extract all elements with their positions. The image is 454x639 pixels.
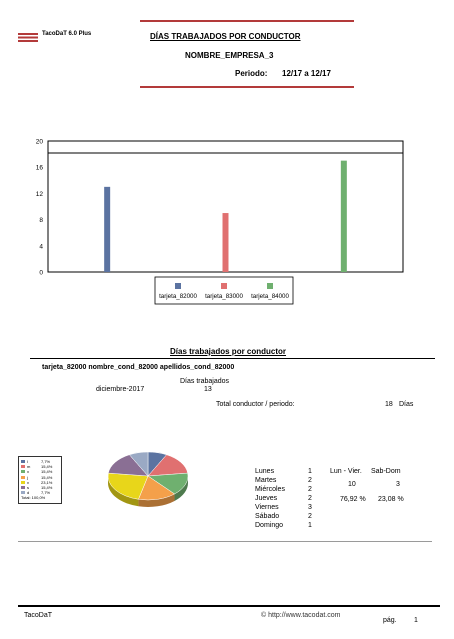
pie-legend-day: v bbox=[27, 479, 29, 485]
legend-swatch bbox=[267, 283, 273, 289]
weekday-name: Viernes bbox=[255, 504, 279, 511]
app-name: TacoDaT 6.0 Plus bbox=[42, 31, 92, 37]
page-label: pág. bbox=[383, 617, 397, 624]
header-rule-top bbox=[140, 20, 354, 22]
pie-legend-day: s bbox=[27, 484, 29, 490]
pie-legend-row: s 15,4% bbox=[21, 485, 59, 490]
bar-tarjeta_82000 bbox=[104, 186, 111, 272]
y-tick-label: 0 bbox=[39, 270, 43, 277]
section-title: Días trabajados por conductor bbox=[170, 347, 287, 356]
legend-swatch bbox=[175, 283, 181, 289]
pie-slice bbox=[107, 472, 149, 500]
y-tick-label: 20 bbox=[36, 139, 44, 146]
weekday-count: 2 bbox=[308, 495, 312, 502]
split-pct-weekend: 23,08 % bbox=[378, 496, 404, 503]
period-value: 12/17 a 12/17 bbox=[282, 69, 331, 78]
pie-legend-pct: 15,4% bbox=[41, 469, 53, 475]
pie-legend-day: m bbox=[27, 464, 31, 470]
pie-slice-side bbox=[174, 476, 188, 501]
pie-legend-total: Total: 100,0% bbox=[21, 495, 46, 501]
pie-legend-swatch bbox=[21, 460, 25, 464]
legend-swatch bbox=[221, 283, 227, 289]
pie-chart bbox=[107, 451, 189, 507]
weekday-name: Miércoles bbox=[255, 486, 285, 493]
footer-url[interactable]: © http://www.tacodat.com bbox=[261, 612, 341, 619]
y-tick-label: 8 bbox=[39, 217, 43, 224]
split-header-weekend: Sab-Dom bbox=[371, 468, 401, 475]
split-value-weekdays: 10 bbox=[348, 481, 356, 488]
total-unit: Días bbox=[399, 401, 414, 408]
weekday-name: Domingo bbox=[255, 522, 284, 529]
y-tick-label: 12 bbox=[36, 191, 44, 198]
weekday-name: Martes bbox=[255, 477, 277, 484]
pie-legend-swatch bbox=[21, 486, 25, 490]
total-label: Total conductor / periodo: bbox=[216, 401, 295, 408]
bar-legend bbox=[154, 276, 294, 305]
bar-chart: 0 4 8 12 16 20 tarjeta_82000 tarjeta_83000 tarje… bbox=[36, 139, 404, 305]
pie-legend-day: j bbox=[27, 474, 28, 480]
pie-legend-row: v 23,1% bbox=[21, 480, 59, 485]
weekday-count: 2 bbox=[308, 486, 312, 493]
pie-legend-swatch bbox=[21, 470, 25, 474]
pie-legend-swatch bbox=[21, 465, 25, 469]
app-logo-icon bbox=[18, 29, 38, 42]
split-pct-weekdays: 76,92 % bbox=[340, 496, 366, 503]
pie-legend-pct: 15,4% bbox=[41, 484, 53, 490]
pie-legend-row: j 15,4% bbox=[21, 475, 59, 480]
weekday-count: 3 bbox=[308, 504, 312, 511]
y-tick-label: 4 bbox=[39, 243, 43, 250]
pie-legend: l 7,7% m 15,4% x 15,4% j 15,4% v 23,1% s 15,4% d 7,7%… bbox=[18, 456, 62, 504]
month-label: diciembre-2017 bbox=[96, 386, 145, 393]
pie-legend-row: m 15,4% bbox=[21, 464, 59, 469]
pie-slice-side bbox=[108, 476, 139, 507]
pie-legend-day: l bbox=[27, 459, 28, 464]
footer-rule bbox=[18, 605, 440, 607]
pie-legend-swatch bbox=[21, 480, 25, 484]
pie-legend-row: x 15,4% bbox=[21, 469, 59, 474]
legend-label: tarjeta_82000 bbox=[159, 293, 197, 300]
section-end-rule bbox=[18, 541, 432, 542]
pie-slice-side bbox=[138, 493, 175, 507]
pie-legend-row: d 7,7% bbox=[21, 490, 59, 495]
bar-tarjeta_84000 bbox=[340, 160, 347, 272]
total-value: 18 bbox=[385, 401, 393, 408]
pie-legend-day: d bbox=[27, 490, 30, 496]
pie-slice bbox=[128, 451, 149, 477]
weekday-count: 2 bbox=[308, 513, 312, 520]
bar-tarjeta_83000 bbox=[222, 213, 229, 272]
legend-label: tarjeta_84000 bbox=[251, 293, 289, 300]
pie-legend-pct: 23,1% bbox=[41, 479, 53, 485]
period-label: Periodo: bbox=[235, 69, 268, 78]
pie-legend-row: l 7,7% bbox=[21, 459, 59, 464]
company-name: NOMBRE_EMPRESA_3 bbox=[185, 51, 274, 60]
pie-legend-pct: 15,4% bbox=[41, 474, 53, 480]
page-number: 1 bbox=[414, 617, 418, 624]
weekday-name: Sábado bbox=[255, 513, 280, 520]
weekday-count: 1 bbox=[308, 468, 312, 475]
driver-name: tarjeta_82000 nombre_cond_82000 apellido… bbox=[42, 364, 235, 371]
pie-legend-swatch bbox=[21, 475, 25, 479]
legend-label: tarjeta_83000 bbox=[205, 293, 243, 300]
pie-legend-pct: 15,4% bbox=[41, 464, 53, 470]
pie-legend-day: x bbox=[27, 469, 29, 475]
pie-legend-pct: 7,7% bbox=[41, 459, 51, 464]
split-header-weekdays: Lun - Vier. bbox=[330, 468, 362, 475]
weekday-name: Jueves bbox=[255, 495, 278, 502]
y-tick-label: 16 bbox=[36, 165, 44, 172]
report-title: DÍAS TRABAJADOS POR CONDUCTOR bbox=[150, 32, 301, 41]
weekday-count: 1 bbox=[308, 522, 312, 529]
pie-legend-swatch bbox=[21, 491, 25, 495]
month-days: 13 bbox=[204, 386, 212, 393]
split-value-weekend: 3 bbox=[396, 481, 400, 488]
section-rule bbox=[30, 358, 435, 359]
days-header: Días trabajados bbox=[180, 378, 230, 385]
pie-legend-pct: 7,7% bbox=[41, 490, 51, 496]
weekday-name: Lunes bbox=[255, 468, 275, 475]
footer-left: TacoDaT bbox=[24, 612, 53, 619]
weekday-count: 2 bbox=[308, 477, 312, 484]
header-rule-bottom bbox=[140, 86, 354, 88]
